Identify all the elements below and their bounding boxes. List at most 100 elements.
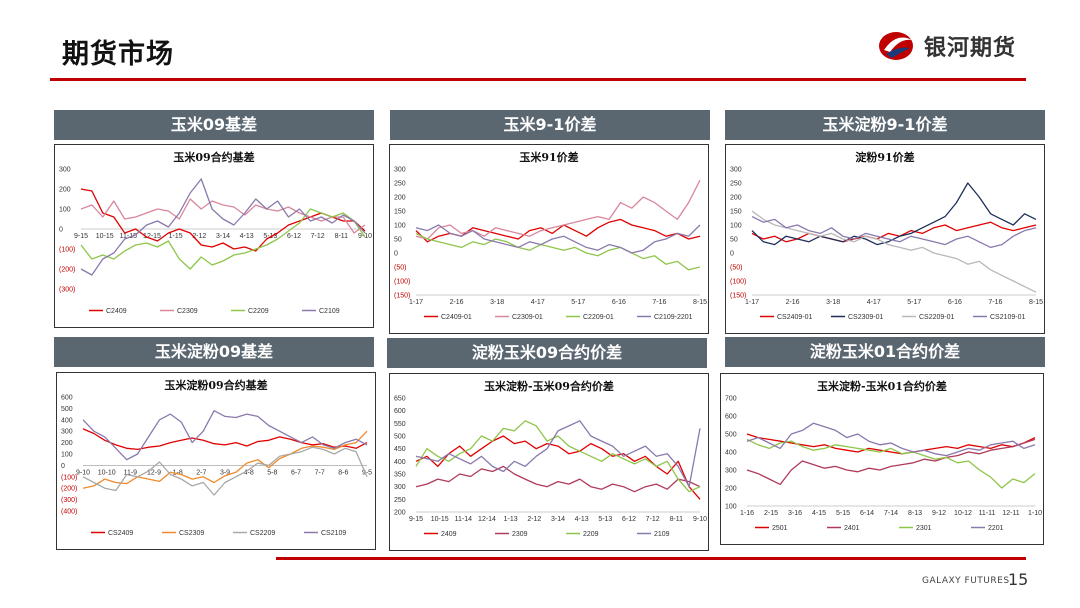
y-tick-label: 700 [725, 396, 737, 403]
y-tick-label: (300) [61, 497, 77, 504]
legend-label: CS2309 [179, 530, 204, 537]
y-tick-label: (150) [394, 293, 410, 300]
x-tick-label: 5-8 [267, 469, 277, 476]
y-tick-label: (100) [394, 279, 410, 286]
series-line [746, 438, 1036, 486]
chart-starch-corn-01-spread: 玉米淀粉-玉米01合约价差 100 200 300 400 500 600 700 1-16 2-… [720, 373, 1044, 545]
y-tick-label: 300 [394, 167, 406, 174]
legend-label: C2209-01 [583, 314, 614, 321]
x-tick-label: 4-17 [531, 299, 545, 306]
y-tick-label: 250 [394, 181, 406, 188]
chart-svg: 玉米淀粉09合约基差 (400) (300) (200) (100) 0 100 200 300… [61, 378, 372, 537]
x-tick-label: 8-11 [335, 233, 349, 240]
y-tick-label: (400) [61, 509, 77, 516]
x-tick-label: 9-15 [409, 516, 423, 523]
legend-label: CS2409 [108, 530, 133, 537]
panel-header-corn-9-1-spread: 玉米9-1价差 [390, 110, 710, 140]
x-tick-label: 6-12 [287, 233, 301, 240]
series-line [82, 446, 368, 496]
x-tick-label: 12-14 [478, 516, 496, 523]
x-tick-label: 12-9 [147, 469, 161, 476]
series-line [82, 430, 368, 489]
y-tick-label: 150 [730, 209, 742, 216]
chart-title: 玉米91价差 [519, 150, 578, 164]
x-tick-label: 3-18 [826, 299, 840, 306]
y-tick-label: 350 [394, 472, 406, 479]
x-tick-label: 8-15 [1029, 299, 1043, 306]
x-tick-label: 10-12 [954, 510, 972, 517]
chart-svg: 玉米09合约基差 (300) (200) (100) 0 100 200 300 9-15 10-… [59, 150, 372, 315]
x-tick-label: 5-17 [907, 299, 921, 306]
y-tick-label: 0 [730, 251, 734, 258]
y-tick-label: (100) [59, 247, 75, 254]
x-tick-label: 1-13 [504, 516, 518, 523]
legend-label: CS2309-01 [848, 314, 884, 321]
y-tick-label: 400 [725, 450, 737, 457]
y-tick-label: 300 [730, 167, 742, 174]
series-line [415, 420, 701, 488]
panel-header-starch-corn-09-spread: 淀粉玉米09合约价差 [387, 338, 707, 368]
chart-corn-9-1-spread: 玉米91价差 (150) (100) (50) 0 50 100 150 200 250 300 1-… [389, 144, 709, 334]
chart-corn-09-basis: 玉米09合约基差 (300) (200) (100) 0 100 200 300 9-15 10-… [54, 144, 374, 328]
y-tick-label: 600 [725, 414, 737, 421]
footer-brand: GALAXY FUTURES [922, 576, 1010, 586]
y-tick-label: 450 [394, 446, 406, 453]
x-tick-label: 9-12 [932, 510, 946, 517]
x-tick-label: 5-15 [836, 510, 850, 517]
x-tick-label: 9-10 [693, 516, 707, 523]
y-tick-label: 600 [394, 408, 406, 415]
series-line [415, 465, 701, 493]
x-tick-label: 8-15 [693, 299, 707, 306]
legend-label: 2309 [512, 531, 528, 538]
legend-label: C2309-01 [512, 314, 543, 321]
legend-label: 2201 [988, 525, 1004, 532]
y-tick-label: 200 [59, 187, 71, 194]
legend-label: C2109-2201 [654, 314, 693, 321]
x-tick-label: 4-17 [867, 299, 881, 306]
chart-title: 玉米淀粉-玉米01合约价差 [817, 379, 947, 393]
x-tick-label: 8-6 [338, 469, 348, 476]
y-tick-label: 500 [394, 434, 406, 441]
legend-label: CS2209 [250, 530, 275, 537]
chart-title: 玉米淀粉-玉米09合约价差 [484, 379, 614, 393]
x-tick-label: 5-13 [598, 516, 612, 523]
x-tick-label: 9-5 [362, 469, 372, 476]
x-tick-label: 10-15 [96, 233, 114, 240]
y-tick-label: 100 [730, 223, 742, 230]
x-tick-label: 4-8 [244, 469, 254, 476]
series-line [746, 422, 1036, 457]
y-tick-label: 250 [730, 181, 742, 188]
x-tick-label: 6-12 [622, 516, 636, 523]
series-line [415, 420, 701, 493]
legend-label: 2209 [583, 531, 599, 538]
x-tick-label: 7-12 [311, 233, 325, 240]
y-tick-label: 500 [61, 406, 73, 413]
galaxy-logo-icon [879, 32, 913, 60]
x-tick-label: 9-10 [76, 469, 90, 476]
y-tick-label: 200 [61, 440, 73, 447]
panel-header-starch-corn-01-spread: 淀粉玉米01合约价差 [725, 337, 1045, 367]
y-tick-label: 100 [61, 452, 73, 459]
chart-starch-corn-09-spread: 玉米淀粉-玉米09合约价差 200 250 300 350 400 450 500 550 600… [389, 373, 709, 551]
x-tick-label: 5-17 [571, 299, 585, 306]
chart-svg: 玉米91价差 (150) (100) (50) 0 50 100 150 200 250 300 1-… [394, 150, 707, 321]
y-tick-label: (50) [394, 265, 406, 272]
x-tick-label: 3-14 [216, 233, 230, 240]
brand-name: 银河期货 [924, 36, 1017, 61]
legend-label: C2409 [106, 308, 127, 315]
legend-label: CS2109-01 [990, 314, 1026, 321]
series-line [415, 435, 701, 500]
y-tick-label: (300) [59, 287, 75, 294]
bottom-divider [276, 557, 1026, 560]
legend-label: 2409 [441, 531, 457, 538]
y-tick-label: 300 [61, 429, 73, 436]
x-tick-label: 8-13 [908, 510, 922, 517]
y-tick-label: 300 [394, 484, 406, 491]
chart-title: 玉米淀粉09合约基差 [164, 378, 267, 392]
series-line [751, 216, 1037, 249]
chart-svg: 淀粉91价差 (150) (100) (50) 0 50 100 150 200 250 300 1-… [730, 150, 1043, 321]
y-tick-label: 400 [61, 417, 73, 424]
y-tick-label: 50 [394, 237, 402, 244]
x-tick-label: 6-7 [291, 469, 301, 476]
chart-title: 淀粉91价差 [855, 150, 914, 164]
